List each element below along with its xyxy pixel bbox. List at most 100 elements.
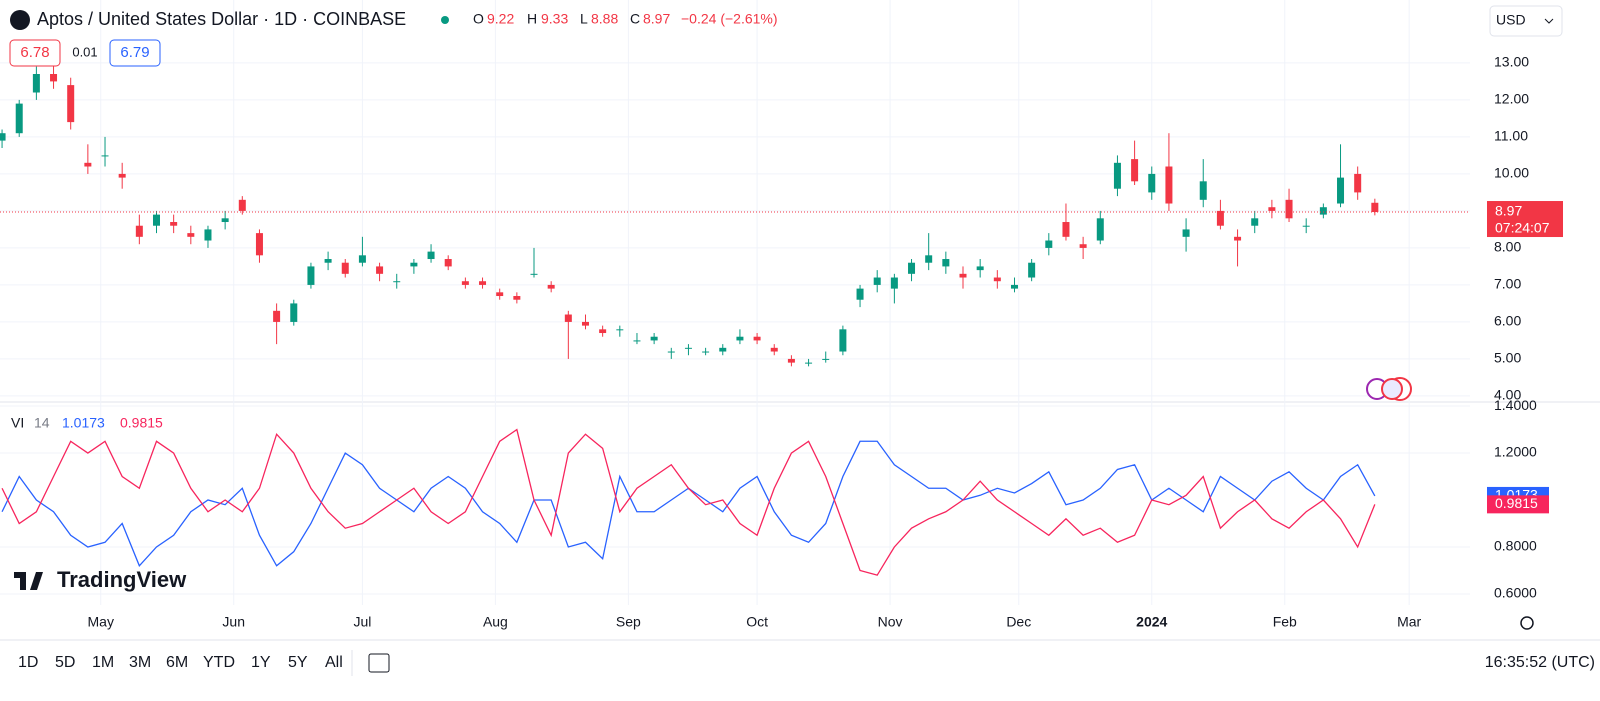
candle-body bbox=[341, 262, 349, 274]
candle-body bbox=[787, 358, 795, 363]
range-button[interactable]: 1M bbox=[92, 654, 114, 671]
y-tick-label: 1.4000 bbox=[1494, 397, 1537, 413]
ohlc-label: L bbox=[580, 11, 588, 27]
logo-mark bbox=[14, 572, 43, 590]
ohlc-high: 9.33 bbox=[541, 11, 568, 27]
sell-box[interactable] bbox=[9, 39, 61, 67]
countdown: 07:24:07 bbox=[1495, 220, 1550, 236]
vi-plus-value: 1.0173 bbox=[62, 415, 105, 431]
candle-body bbox=[976, 266, 984, 271]
candle-body bbox=[1045, 240, 1053, 248]
y-tick-label: 11.00 bbox=[1494, 128, 1528, 144]
candle-body bbox=[135, 225, 143, 237]
candle-body bbox=[118, 173, 126, 178]
candle-body bbox=[1251, 218, 1259, 226]
ohlc-low: 8.88 bbox=[591, 11, 618, 27]
range-button[interactable]: 5Y bbox=[288, 654, 308, 671]
candle-body bbox=[1319, 207, 1327, 215]
candle-body bbox=[393, 281, 401, 283]
candle-body bbox=[1268, 207, 1276, 211]
candle-body bbox=[1096, 218, 1104, 241]
candle-body bbox=[599, 329, 607, 334]
candle-body bbox=[805, 362, 813, 364]
candle-body bbox=[719, 347, 727, 352]
chevron bbox=[1544, 18, 1554, 24]
range-button[interactable]: 3M bbox=[129, 654, 151, 671]
candle-body bbox=[1234, 236, 1242, 241]
candle-body bbox=[564, 314, 572, 322]
candle-body bbox=[736, 336, 744, 341]
x-tick-label: Aug bbox=[483, 614, 508, 630]
candle-body bbox=[650, 336, 658, 341]
candle-body bbox=[753, 336, 761, 341]
range-button[interactable]: 5D bbox=[55, 654, 75, 671]
candle-body bbox=[101, 155, 109, 157]
range-button[interactable]: 6M bbox=[166, 654, 188, 671]
candle-body bbox=[513, 296, 521, 300]
candle-body bbox=[255, 233, 263, 256]
event-icon[interactable] bbox=[1381, 378, 1403, 400]
toolbar: 1D 5D 1M 3M 6M YTD 1Y 5Y All bbox=[18, 654, 343, 671]
vi-badge bbox=[1487, 495, 1549, 514]
candle-body bbox=[187, 233, 195, 237]
range-button[interactable]: 1Y bbox=[251, 654, 271, 671]
y-tick-label: 1.2000 bbox=[1494, 444, 1537, 460]
x-tick-label: Mar bbox=[1397, 614, 1421, 630]
clock[interactable]: 16:35:52 (UTC) bbox=[1485, 654, 1595, 671]
y-tick-label: 13.00 bbox=[1494, 54, 1529, 70]
y-tick-label: 5.00 bbox=[1494, 350, 1521, 366]
candle-body bbox=[1010, 284, 1018, 289]
candle-body bbox=[50, 74, 58, 82]
currency: USD bbox=[1496, 12, 1526, 28]
candle-body bbox=[633, 340, 641, 342]
ohlc-change: −0.24 (−2.61%) bbox=[681, 11, 778, 27]
candle-body bbox=[822, 358, 830, 360]
ohlc-label: H bbox=[527, 11, 537, 27]
candle-body bbox=[290, 303, 298, 322]
x-tick-label: Oct bbox=[746, 614, 768, 630]
currency-select[interactable] bbox=[1489, 5, 1563, 37]
y-tick-label: 0.6000 bbox=[1494, 585, 1537, 601]
y-tick-label: 7.00 bbox=[1494, 276, 1521, 292]
range-button[interactable]: 1D bbox=[18, 654, 38, 671]
settings-icon[interactable] bbox=[1520, 616, 1534, 630]
candle-body bbox=[1337, 177, 1345, 204]
candle-body bbox=[684, 347, 692, 349]
symbol-title[interactable]: Aptos / United States Dollar · 1D · COIN… bbox=[37, 9, 406, 29]
candle-body bbox=[221, 218, 229, 223]
candle-body bbox=[667, 351, 675, 353]
candle-body bbox=[1182, 229, 1190, 237]
candle-body bbox=[152, 214, 160, 226]
x-tick-label: Sep bbox=[616, 614, 641, 630]
date-range-icon[interactable] bbox=[368, 653, 390, 673]
candle-body bbox=[908, 262, 916, 274]
y-tick-label: 4.00 bbox=[1494, 387, 1521, 403]
market-status bbox=[441, 16, 449, 24]
indicator-period: 14 bbox=[34, 415, 50, 431]
candle-body bbox=[1285, 199, 1293, 219]
candle-body bbox=[238, 199, 246, 211]
y-tick-label: 10.00 bbox=[1494, 165, 1529, 181]
candle-body bbox=[873, 277, 881, 285]
candle-body bbox=[1165, 166, 1173, 204]
buy-box[interactable] bbox=[109, 39, 161, 67]
x-tick-label: Jun bbox=[222, 614, 245, 630]
ask: 6.79 bbox=[120, 44, 149, 61]
range-button[interactable]: All bbox=[325, 654, 343, 671]
indicator-name: VI bbox=[11, 415, 24, 431]
vi-line bbox=[1, 428, 1376, 576]
spread: 0.01 bbox=[72, 44, 97, 59]
range-button[interactable]: YTD bbox=[203, 654, 235, 671]
ohlc-close: 8.97 bbox=[643, 11, 670, 27]
candle-body bbox=[67, 85, 75, 123]
x-tick-label: Dec bbox=[1006, 614, 1031, 630]
candle-body bbox=[1062, 222, 1070, 237]
candle-body bbox=[1216, 210, 1224, 226]
candle-body bbox=[1079, 244, 1087, 248]
ohlc-label: C bbox=[630, 11, 640, 27]
candle-body bbox=[324, 259, 332, 263]
vi-badge-value: 0.9815 bbox=[1495, 495, 1538, 511]
